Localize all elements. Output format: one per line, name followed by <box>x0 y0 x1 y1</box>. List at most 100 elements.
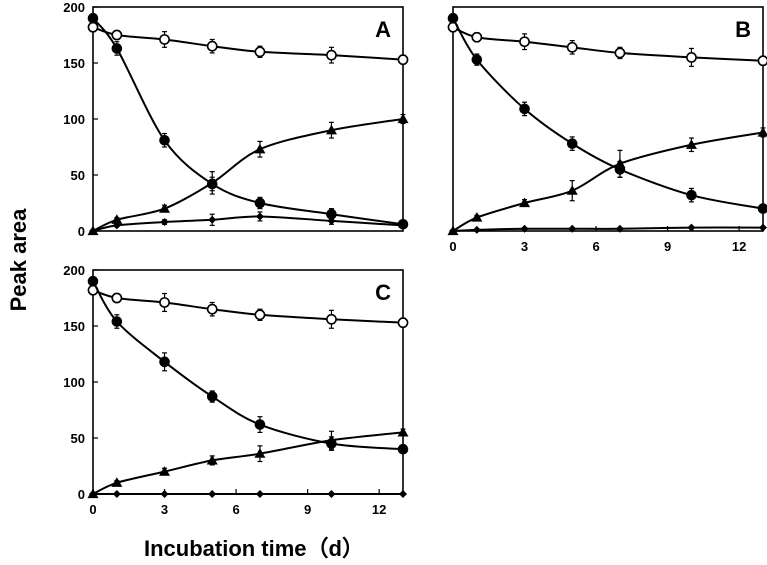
data-point-triangle <box>111 477 123 487</box>
y-tick-label: 50 <box>71 168 85 183</box>
series-line <box>92 280 404 451</box>
data-point-open-circle <box>566 41 578 53</box>
data-point-filled-circle <box>206 391 218 402</box>
panel-a: 0 50 100 150 200 A <box>63 0 409 239</box>
x-tick-label: 12 <box>732 239 746 254</box>
data-point-diamond <box>520 224 529 233</box>
y-tick-label: 0 <box>78 224 85 239</box>
series-line <box>92 289 404 324</box>
series-triangle <box>87 426 409 499</box>
data-point-diamond <box>255 212 264 221</box>
data-point-diamond <box>399 490 407 498</box>
y-tick-label: 0 <box>78 487 85 502</box>
data-point-triangle <box>566 185 578 195</box>
data-point-open-circle <box>254 309 266 321</box>
data-point-diamond <box>399 221 407 230</box>
data-point-triangle <box>614 158 626 168</box>
data-point-open-circle <box>397 54 409 66</box>
x-tick-label: 3 <box>161 502 168 517</box>
series-triangle <box>447 126 767 236</box>
data-point-triangle <box>685 139 697 149</box>
y-tick-label: 200 <box>63 263 85 278</box>
series-line <box>92 17 404 226</box>
data-point-open-circle <box>111 29 123 41</box>
data-point-triangle <box>254 143 266 154</box>
data-point-open-circle <box>397 317 409 329</box>
data-point-filled-circle <box>447 12 459 24</box>
data-point-triangle <box>206 177 218 187</box>
data-point-diamond <box>327 216 336 225</box>
series-line <box>92 26 404 61</box>
data-point-filled-circle <box>87 275 99 287</box>
x-tick-label: 3 <box>521 239 528 254</box>
data-point-open-circle <box>471 31 483 43</box>
x-tick-label: 12 <box>372 502 386 517</box>
data-point-filled-circle <box>566 138 578 149</box>
data-point-triangle <box>111 214 123 224</box>
data-point-filled-circle <box>159 356 170 368</box>
data-point-filled-circle <box>159 134 170 146</box>
data-point-triangle <box>159 466 171 476</box>
data-point-diamond <box>472 225 481 234</box>
x-axis-title: Incubation time（d） <box>144 536 364 561</box>
x-tick-label: 9 <box>304 502 311 517</box>
data-point-diamond <box>759 223 767 232</box>
x-tick-label: 0 <box>89 502 96 517</box>
data-point-triangle <box>397 113 409 124</box>
data-point-filled-circle <box>111 316 123 327</box>
x-tick-label: 0 <box>449 239 456 254</box>
data-point-open-circle <box>757 55 767 67</box>
data-point-filled-circle <box>397 443 409 455</box>
panel-letter: B <box>735 17 751 42</box>
data-point-filled-circle <box>471 54 483 65</box>
series-open-circle <box>87 284 409 329</box>
series-diamond <box>89 490 407 498</box>
data-point-triangle <box>254 448 266 458</box>
data-point-diamond <box>687 223 696 232</box>
series-line <box>452 17 764 210</box>
series-filled-circle <box>87 12 409 230</box>
series-line <box>92 431 404 495</box>
data-point-diamond <box>208 215 217 224</box>
data-point-diamond <box>112 221 121 230</box>
x-tick-label: 9 <box>664 239 671 254</box>
data-point-filled-circle <box>254 197 266 209</box>
series-line <box>452 131 764 232</box>
data-point-open-circle <box>159 34 170 45</box>
data-point-triangle <box>325 434 337 445</box>
data-point-triangle <box>397 426 409 437</box>
data-point-triangle <box>757 126 767 137</box>
series-line <box>92 118 404 232</box>
y-tick-label: 150 <box>63 319 85 334</box>
y-tick-label: 100 <box>63 375 85 390</box>
data-point-diamond <box>160 218 169 227</box>
data-point-diamond <box>255 490 264 498</box>
data-point-filled-circle <box>111 43 123 54</box>
data-point-open-circle <box>326 49 337 61</box>
data-point-triangle <box>519 197 531 208</box>
x-tick-label: 6 <box>232 502 239 517</box>
data-point-open-circle <box>87 21 99 33</box>
y-tick-label: 50 <box>71 431 85 446</box>
series-open-circle <box>87 21 409 66</box>
data-point-open-circle <box>614 47 626 59</box>
series-diamond <box>89 211 407 235</box>
data-point-diamond <box>89 490 97 498</box>
data-point-open-circle <box>111 292 123 304</box>
plot-frame <box>92 6 404 232</box>
panel-b: 0 3 6 9 12 B <box>447 6 767 254</box>
series-line <box>452 26 764 62</box>
y-tick-label: 150 <box>63 56 85 71</box>
data-point-triangle <box>159 203 171 213</box>
data-point-diamond <box>160 490 169 498</box>
data-point-open-circle <box>254 46 266 58</box>
data-point-triangle <box>471 212 483 222</box>
data-point-open-circle <box>206 40 218 52</box>
data-point-diamond <box>112 490 121 498</box>
series-open-circle <box>447 21 767 67</box>
series-triangle <box>87 113 409 236</box>
series-filled-circle <box>87 275 409 455</box>
series-diamond <box>449 223 767 235</box>
data-point-triangle <box>206 454 218 465</box>
